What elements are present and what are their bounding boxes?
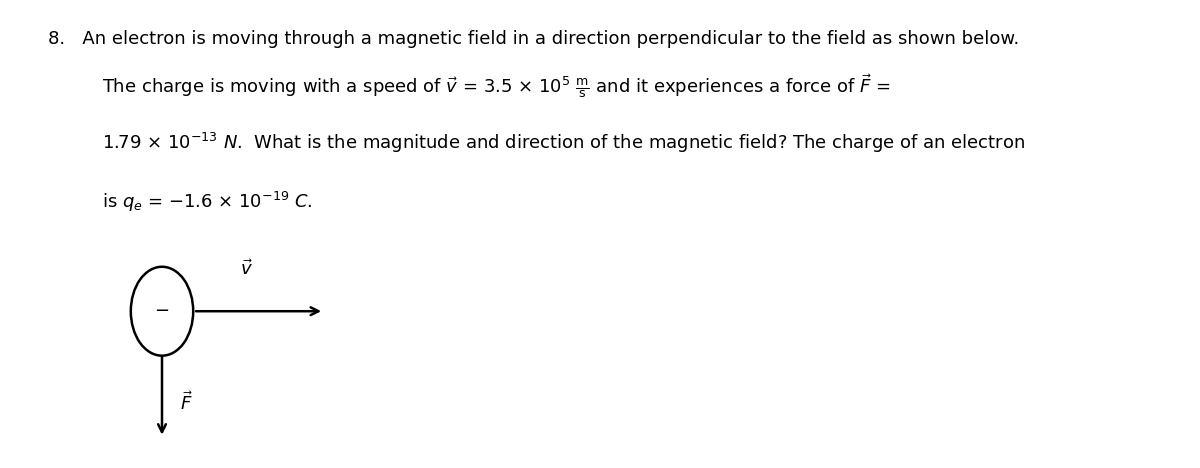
- Text: The charge is moving with a speed of $\vec{v}$ = 3.5 × 10$^5$ $\mathregular{\fra: The charge is moving with a speed of $\v…: [102, 73, 890, 100]
- Text: −: −: [155, 302, 169, 320]
- Text: 1.79 × 10$^{-13}$ $N$.  What is the magnitude and direction of the magnetic fiel: 1.79 × 10$^{-13}$ $N$. What is the magni…: [102, 131, 1025, 155]
- Text: $\vec{v}$: $\vec{v}$: [240, 259, 252, 279]
- Text: $\vec{F}$: $\vec{F}$: [180, 391, 192, 414]
- Text: is $q_e$ = −1.6 × 10$^{-19}$ $C$.: is $q_e$ = −1.6 × 10$^{-19}$ $C$.: [102, 190, 313, 213]
- Text: 8.   An electron is moving through a magnetic field in a direction perpendicular: 8. An electron is moving through a magne…: [48, 30, 1019, 48]
